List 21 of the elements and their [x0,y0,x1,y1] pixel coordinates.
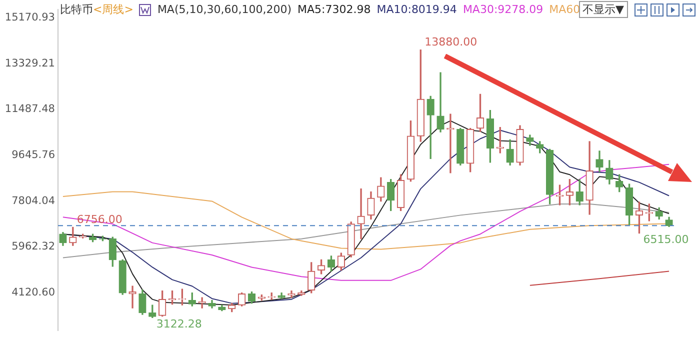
text: MA5:7302.98 [298,3,371,16]
candlestick [436,72,444,132]
annotation: 3122.28 [156,318,202,331]
chart-subtitle: <周线> [93,2,134,17]
text: MA60 [549,3,580,16]
text: MA10:8019.94 [376,3,457,16]
candlestick [357,188,365,240]
y-tick-label: 4120.60 [12,286,55,299]
text: MA30:9278.09 [462,3,544,16]
chart-title: 比特币 [60,2,93,17]
candlestick [288,290,296,298]
y-tick-label: 9645.76 [12,149,56,162]
y-tick-label: 13329.21 [4,57,55,70]
y-tick-label: 5962.32 [12,240,55,253]
annotation: 不显示▼ [578,1,628,18]
y-tick-label: 11487.48 [4,103,55,116]
annotation: MA(5,10,30,60,100,200) [157,3,292,16]
annotation: 6515.00 [643,233,689,246]
annotation: 13880.00 [424,36,478,49]
y-tick-label: 15170.93 [4,11,55,24]
y-tick-label: 7804.04 [12,194,56,207]
